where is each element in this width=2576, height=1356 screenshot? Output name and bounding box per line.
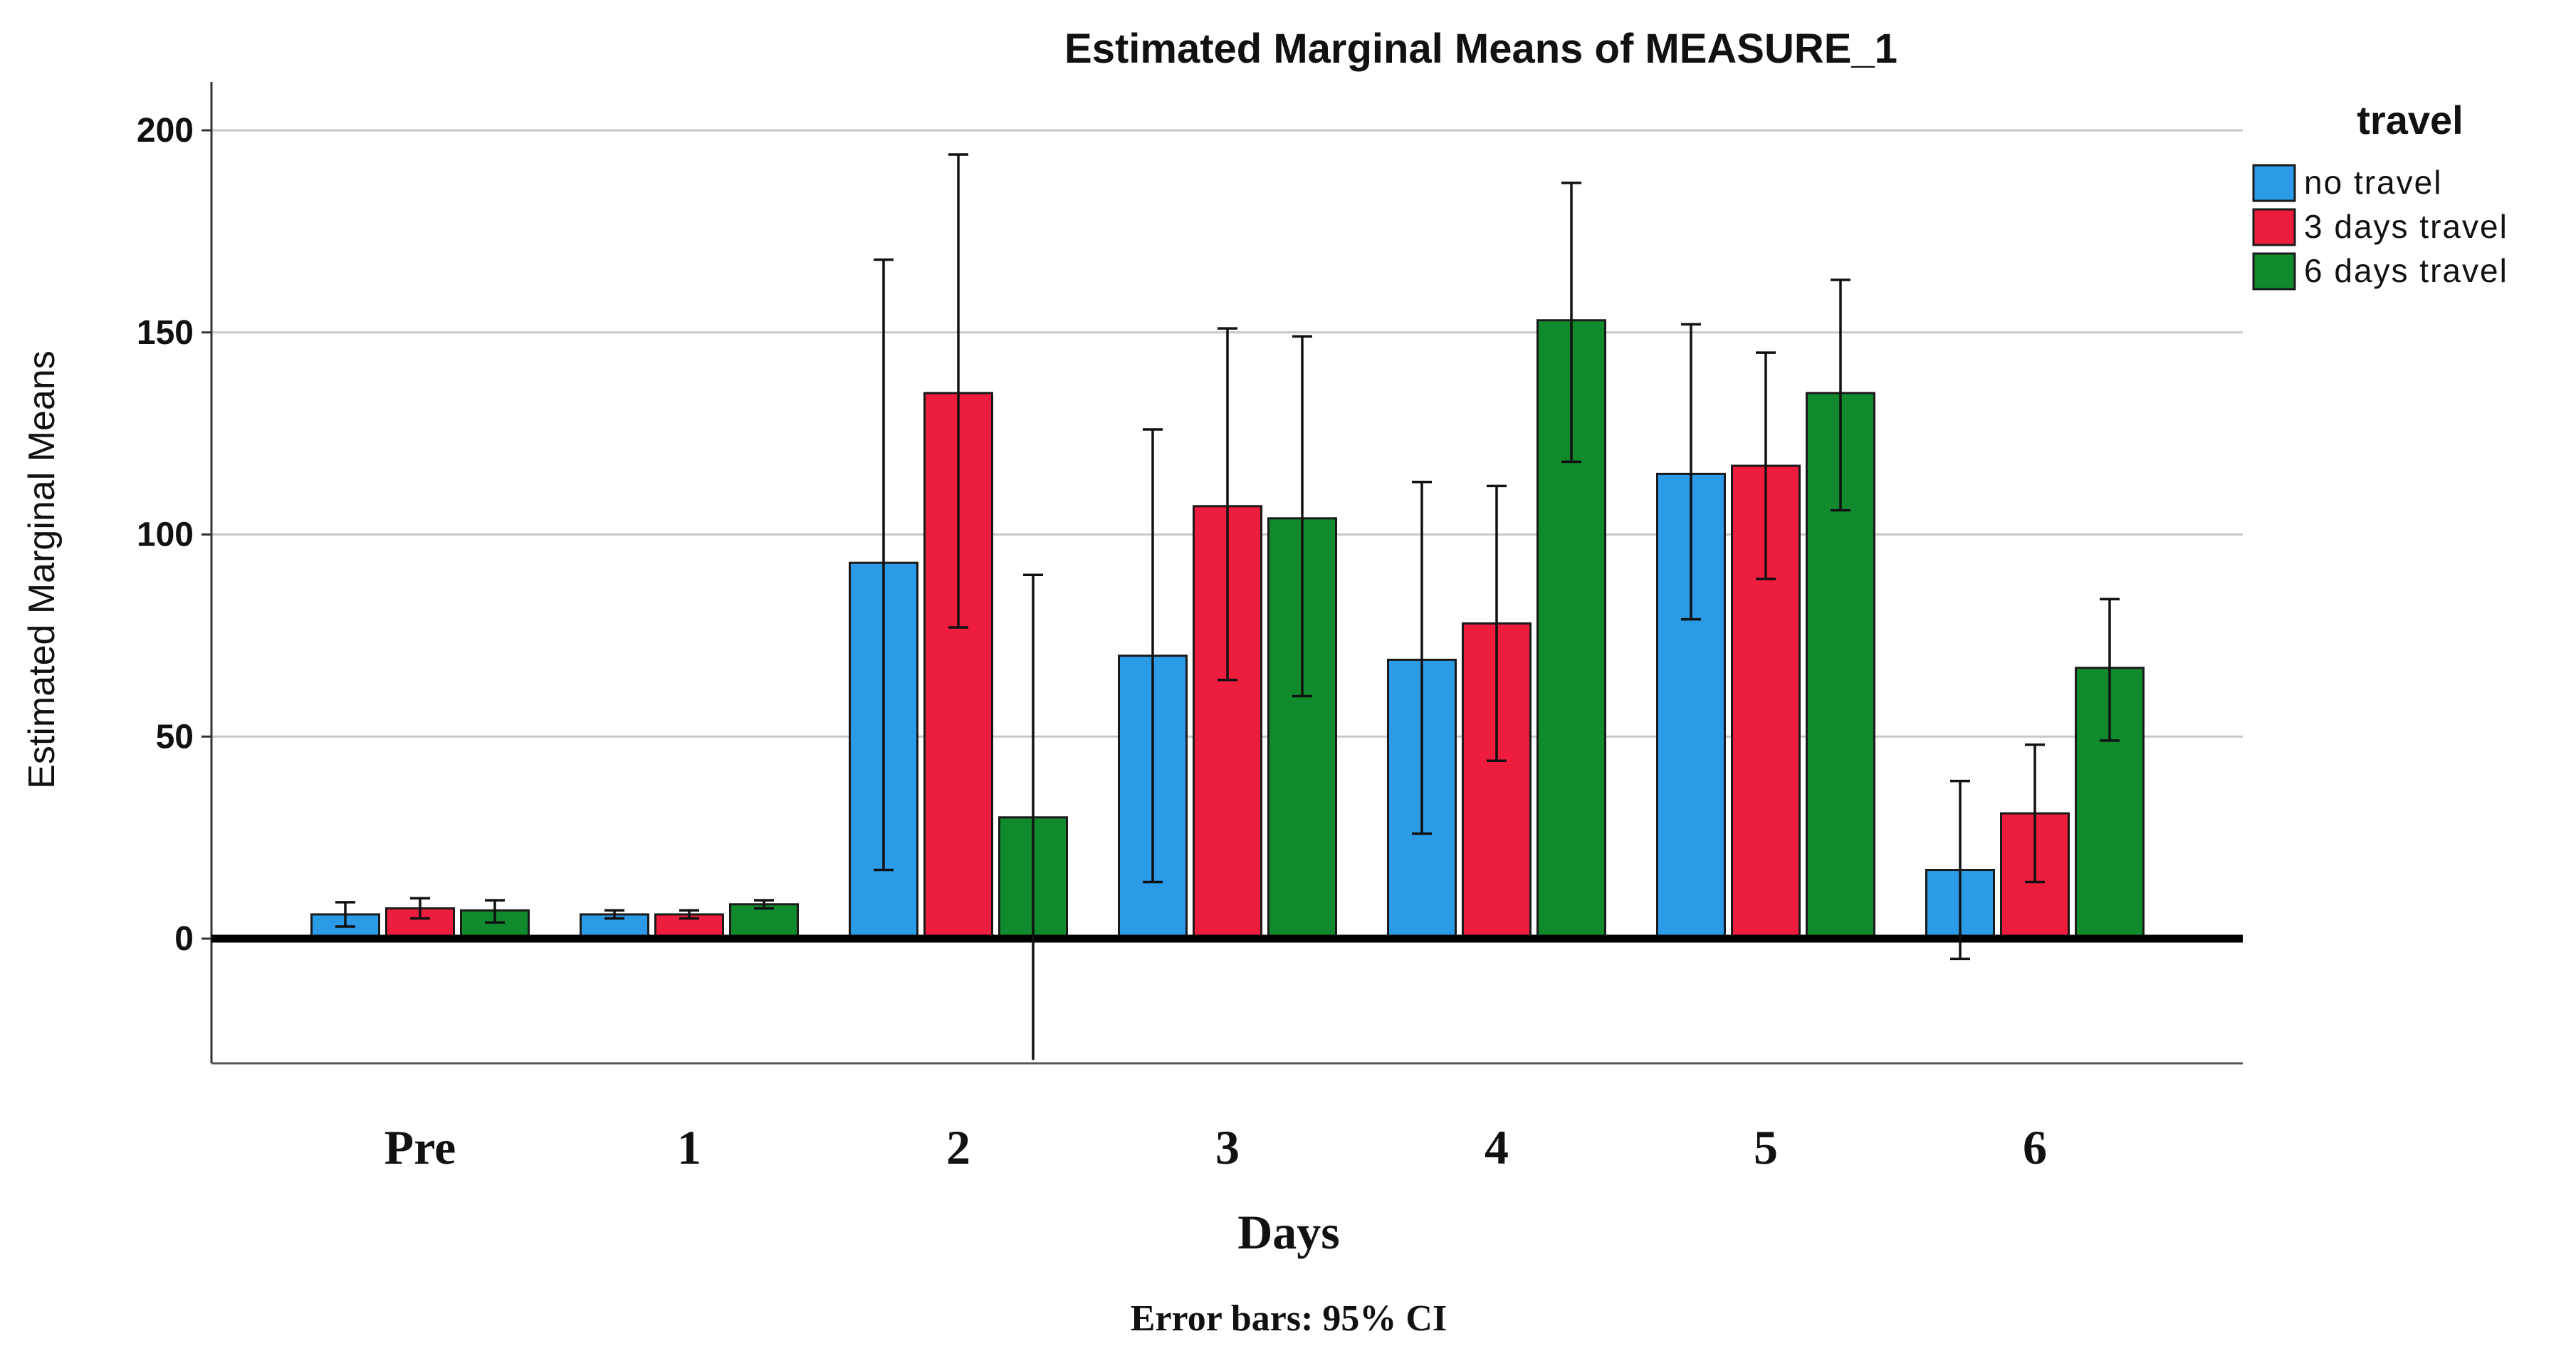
- error-bars: [335, 153, 2120, 1060]
- legend: travel no travel 3 days travel 6 days trav…: [2252, 98, 2508, 291]
- legend-swatch: [2252, 208, 2296, 246]
- legend-label: 3 days travel: [2304, 208, 2508, 245]
- legend-swatch: [2252, 252, 2296, 291]
- legend-title: travel: [2357, 98, 2463, 142]
- x-tick-label: 6: [2023, 1120, 2047, 1174]
- y-tick-label: 50: [156, 718, 194, 756]
- bar-6-days-travel-1: [729, 903, 799, 940]
- y-tick-label: 0: [174, 920, 194, 958]
- y-tick-label: 200: [137, 112, 194, 150]
- x-tick-label: 4: [1485, 1120, 1509, 1174]
- x-axis-label: Days: [1237, 1205, 1340, 1259]
- legend-items: no travel 3 days travel 6 days travel: [2252, 164, 2508, 291]
- x-tick-label: Pre: [384, 1120, 456, 1174]
- legend-label: 6 days travel: [2304, 252, 2508, 289]
- chart-title: Estimated Marginal Means of MEASURE_1: [1064, 26, 1897, 72]
- y-tick-labels: 0 50 100 150 200: [137, 112, 211, 958]
- y-axis-label: Estimated Marginal Means: [21, 350, 63, 789]
- x-tick-label: 3: [1215, 1120, 1240, 1174]
- legend-label: no travel: [2304, 164, 2442, 201]
- x-tick-label: 1: [677, 1120, 701, 1174]
- y-tick-label: 150: [137, 314, 194, 352]
- x-tick-labels: Pre 1 2 3 4 5 6: [384, 1120, 2047, 1174]
- legend-swatch: [2252, 164, 2296, 202]
- footnote: Error bars: 95% CI: [1131, 1298, 1447, 1339]
- y-tick-label: 100: [137, 516, 194, 554]
- x-tick-label: 2: [946, 1120, 970, 1174]
- x-tick-label: 5: [1754, 1120, 1778, 1174]
